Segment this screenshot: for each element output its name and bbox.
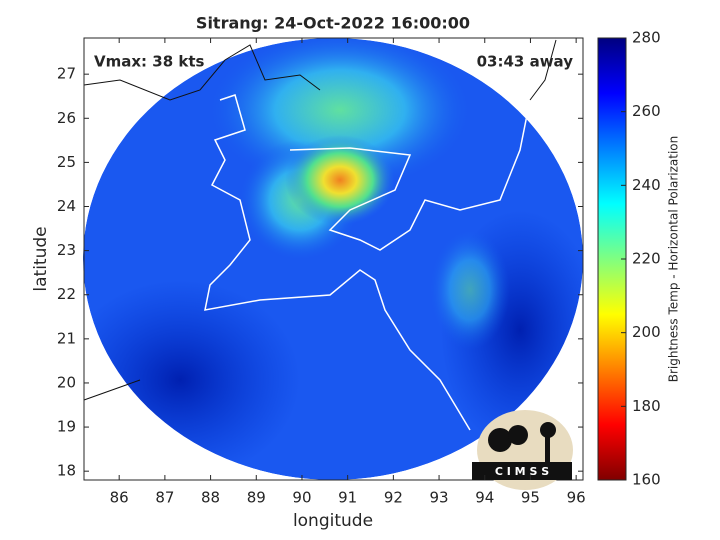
colorbar-tick-label: 220 bbox=[632, 250, 661, 268]
logo: C I M S S bbox=[472, 410, 573, 490]
x-tick-label: 96 bbox=[567, 489, 586, 507]
colorbar-tick-label: 280 bbox=[632, 29, 661, 47]
y-tick-label: 18 bbox=[57, 462, 76, 480]
chart-title: Sitrang: 24-Oct-2022 16:00:00 bbox=[196, 14, 470, 33]
y-axis-label: latitude bbox=[31, 226, 51, 291]
brightness-field bbox=[83, 38, 583, 480]
x-tick-label: 90 bbox=[292, 489, 311, 507]
colorbar-tick-label: 200 bbox=[632, 323, 661, 341]
x-tick-label: 92 bbox=[384, 489, 403, 507]
x-tick-label: 93 bbox=[430, 489, 449, 507]
annotation: 03:43 away bbox=[477, 53, 574, 71]
colorbar-tick-label: 240 bbox=[632, 176, 661, 194]
plot-frame bbox=[83, 37, 584, 481]
y-tick-label: 25 bbox=[57, 153, 76, 171]
x-tick-label: 86 bbox=[110, 489, 129, 507]
x-tick-label: 87 bbox=[155, 489, 174, 507]
y-tick-label: 21 bbox=[57, 329, 76, 347]
y-tick-label: 22 bbox=[57, 285, 76, 303]
colorbar-tick-label: 260 bbox=[632, 102, 661, 120]
x-tick-label: 89 bbox=[247, 489, 266, 507]
logo-text: C I M S S bbox=[495, 465, 549, 478]
x-tick-label: 94 bbox=[475, 489, 494, 507]
y-tick-label: 19 bbox=[57, 418, 76, 436]
colorbar-label: Brightness Temp - Horizontal Polarizatio… bbox=[667, 136, 681, 383]
x-tick-label: 95 bbox=[521, 489, 540, 507]
y-tick-label: 26 bbox=[57, 109, 76, 127]
x-tick-label: 91 bbox=[338, 489, 357, 507]
y-tick-label: 27 bbox=[57, 65, 76, 83]
y-tick-label: 23 bbox=[57, 241, 76, 259]
x-tick-label: 88 bbox=[201, 489, 220, 507]
colorbar-tick-label: 180 bbox=[632, 397, 661, 415]
x-axis-label: longitude bbox=[293, 511, 373, 531]
y-tick-label: 20 bbox=[57, 373, 76, 391]
y-tick-label: 24 bbox=[57, 197, 76, 215]
colorbar-tick-label: 160 bbox=[632, 471, 661, 489]
annotation: Vmax: 38 kts bbox=[94, 53, 204, 71]
